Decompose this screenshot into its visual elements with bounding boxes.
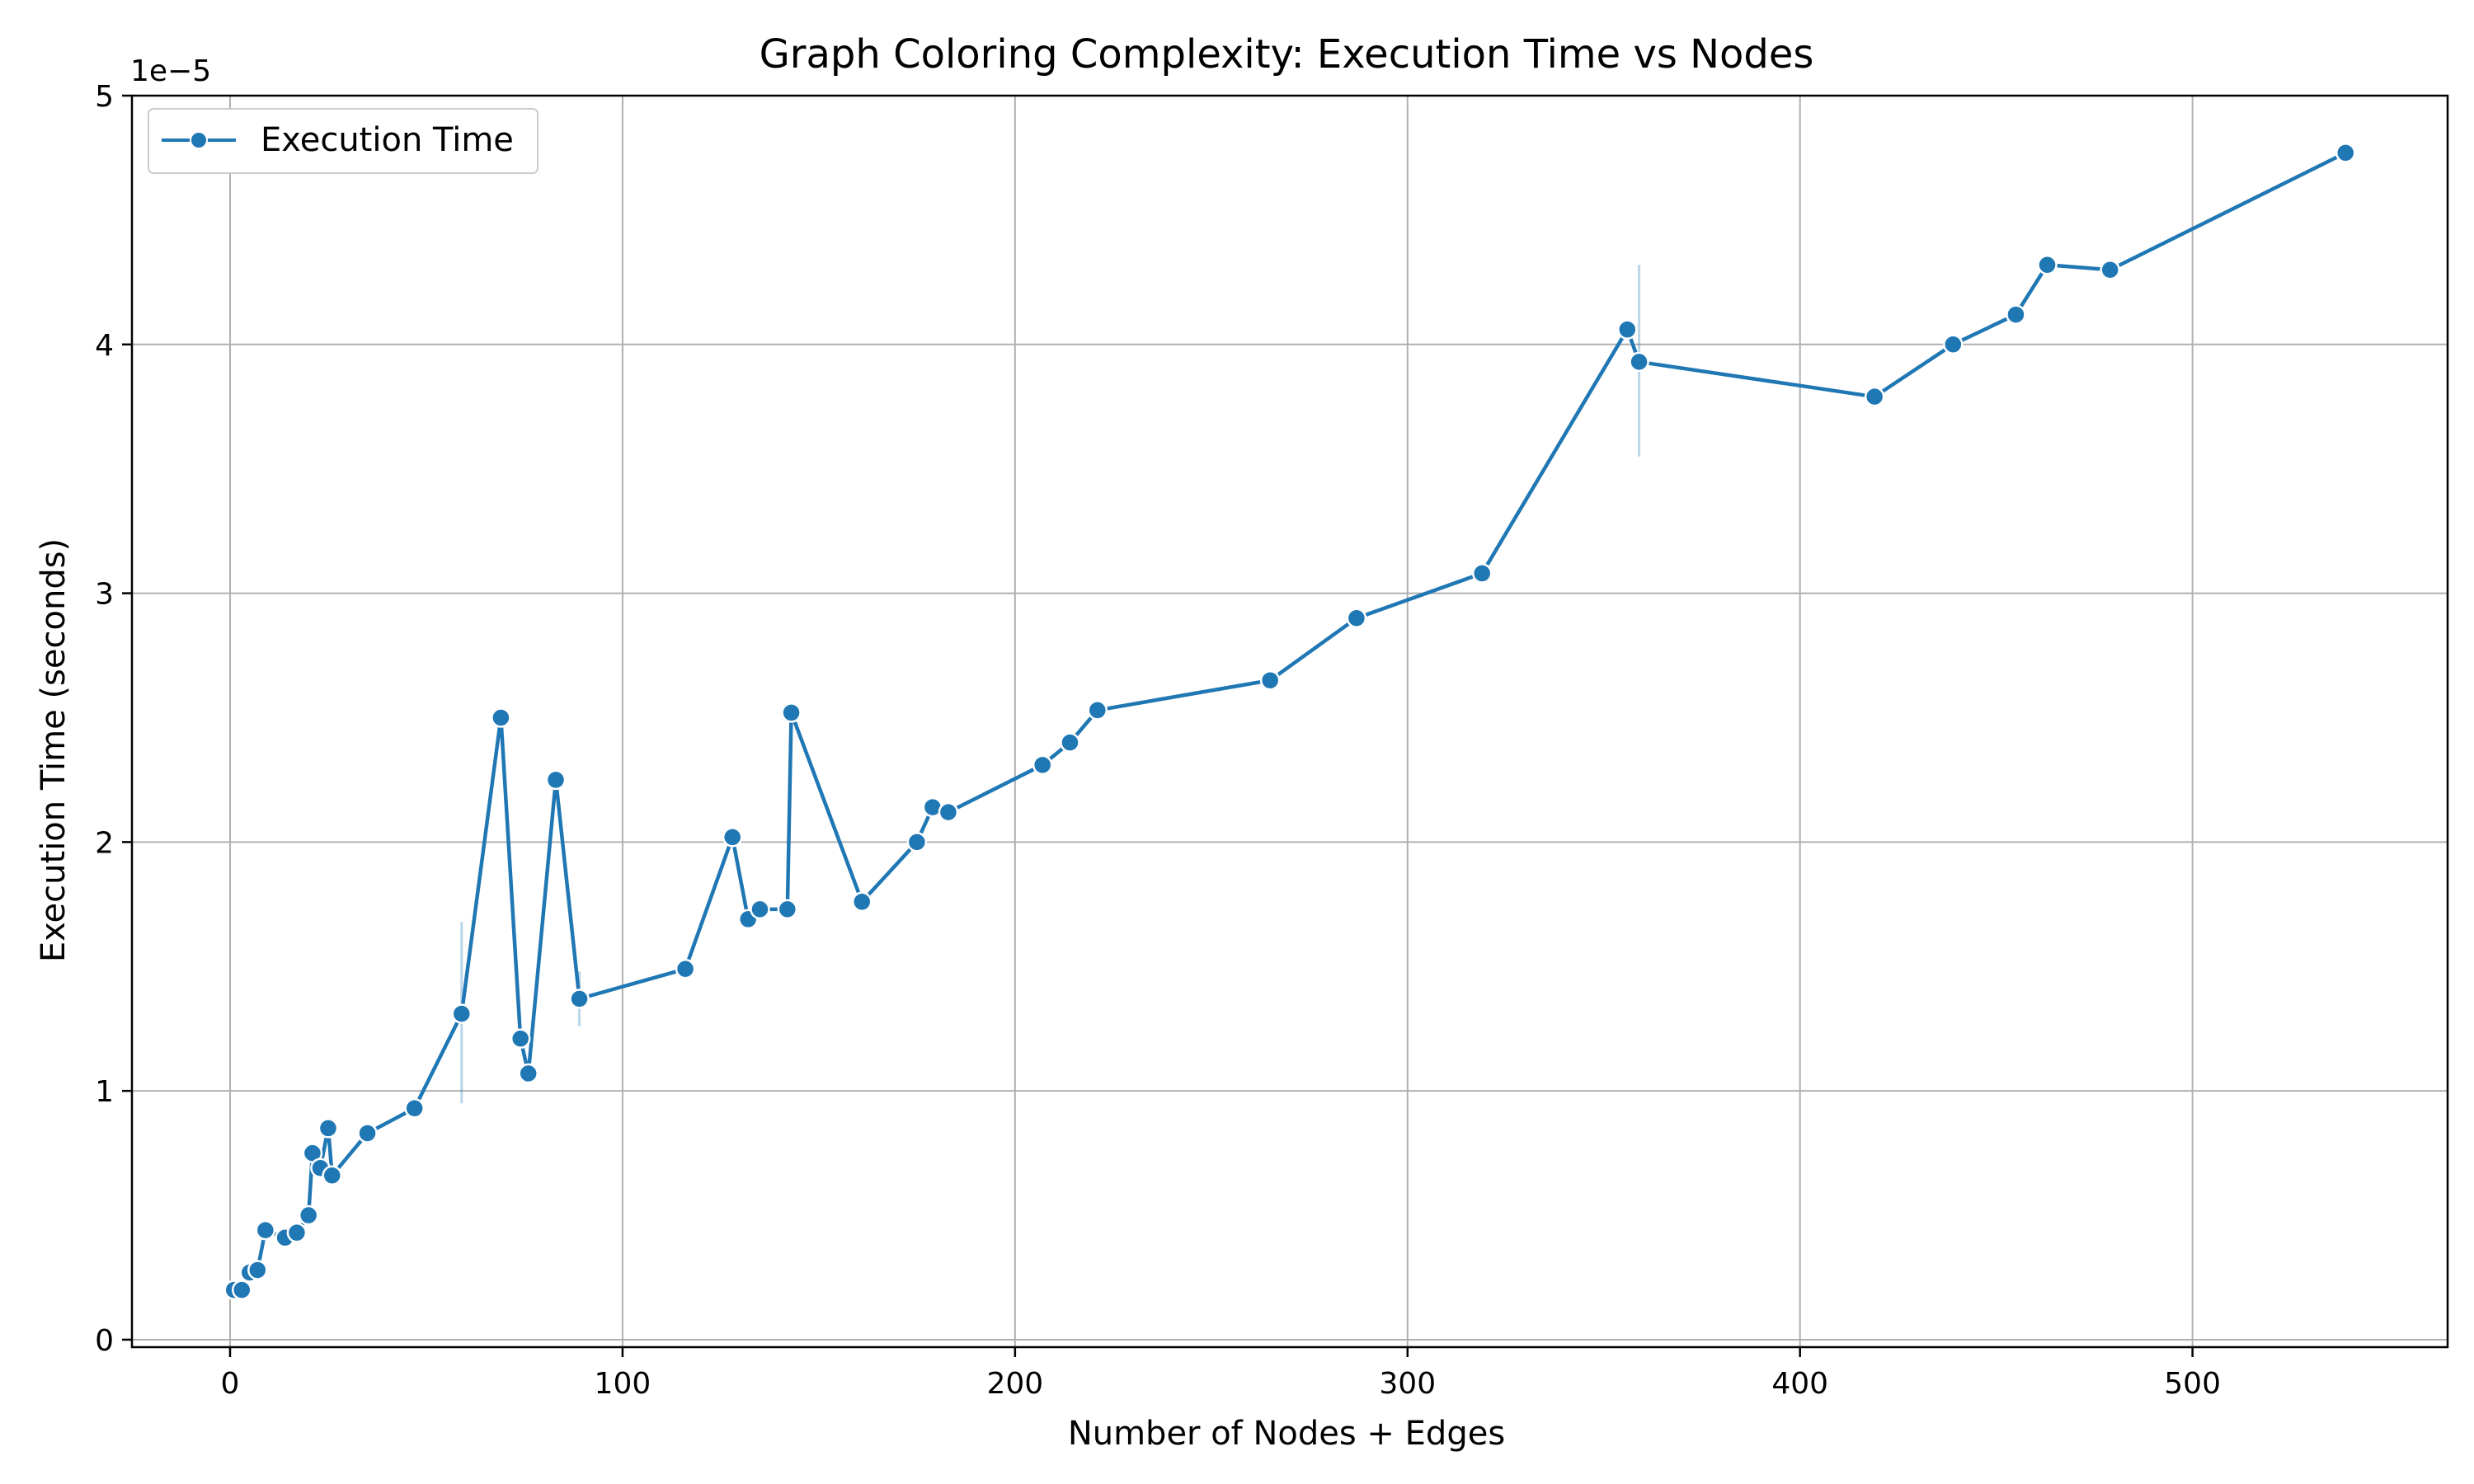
data-point: [491, 707, 511, 728]
data-point: [1032, 754, 1053, 776]
data-point: [322, 1165, 342, 1186]
data-point: [1471, 563, 1493, 584]
data-point: [317, 1118, 339, 1139]
data-point: [777, 899, 798, 920]
y-tick-label: 5: [95, 80, 114, 114]
y-tick-label: 0: [95, 1324, 114, 1358]
data-point: [750, 899, 770, 920]
data-point: [1629, 351, 1649, 373]
data-point: [404, 1098, 425, 1119]
data-point: [2335, 143, 2356, 163]
x-tick-label: 100: [595, 1367, 651, 1401]
x-tick-label: 0: [221, 1367, 240, 1401]
y-tick-label: 1: [95, 1075, 114, 1109]
data-point: [510, 1028, 531, 1050]
data-point: [1943, 334, 1964, 355]
series-execution-time: [223, 143, 2356, 1300]
data-point: [1060, 732, 1080, 753]
data-point: [675, 959, 696, 979]
data-point: [1864, 386, 1885, 407]
data-point: [2037, 254, 2058, 275]
x-tick-label: 400: [1771, 1367, 1828, 1401]
data-point: [569, 989, 590, 1009]
y-tick-label: 4: [95, 329, 114, 363]
x-tick-label: 500: [2164, 1367, 2221, 1401]
y-tick-label: 2: [95, 826, 114, 860]
legend: Execution Time: [148, 108, 539, 174]
data-point: [286, 1222, 308, 1243]
data-point: [1617, 319, 1638, 340]
chart-title: Graph Coloring Complexity: Execution Tim…: [760, 31, 1814, 77]
data-point: [451, 1003, 473, 1024]
legend-box: [148, 108, 539, 174]
data-point: [938, 801, 959, 823]
plot-frame: [130, 94, 2449, 1349]
y-tick-label: 3: [95, 578, 114, 612]
x-axis-label: Number of Nodes + Edges: [1068, 1415, 1505, 1453]
axis-ticks: 0 100 200 300 400 500 0 1 2 3 4 5: [95, 80, 2221, 1401]
data-point: [1259, 669, 1281, 691]
data-point: [2100, 260, 2120, 280]
data-point: [247, 1260, 268, 1280]
legend-label: Execution Time: [261, 121, 514, 159]
legend-marker-icon: [190, 131, 208, 149]
data-point: [906, 832, 928, 852]
data-point: [781, 702, 802, 723]
data-point: [2006, 304, 2026, 325]
data-point: [298, 1205, 319, 1226]
y-axis-offset-label: 1e−5: [130, 54, 211, 88]
data-point: [1087, 700, 1108, 721]
x-tick-label: 200: [986, 1367, 1043, 1401]
x-tick-label: 300: [1379, 1367, 1436, 1401]
data-point: [851, 891, 872, 913]
data-point: [518, 1063, 539, 1084]
series-line: [233, 151, 2347, 1292]
data-point: [1346, 608, 1367, 629]
data-point: [357, 1123, 378, 1144]
data-point: [255, 1219, 276, 1241]
y-axis-label: Execution Time (seconds): [35, 538, 73, 962]
data-point: [722, 827, 743, 848]
data-point: [232, 1280, 252, 1300]
data-point: [545, 769, 567, 791]
